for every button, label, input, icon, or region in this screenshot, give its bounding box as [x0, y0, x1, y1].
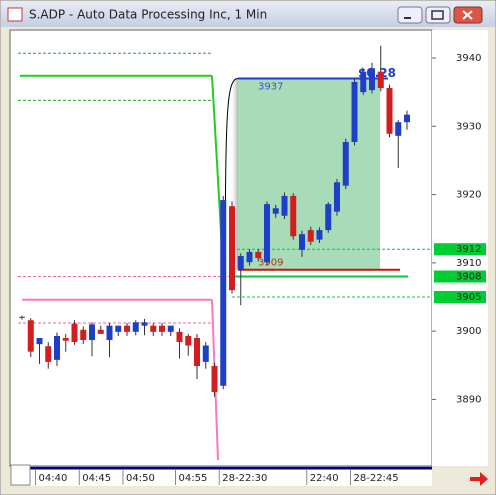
shade [230, 78, 240, 270]
candle-body [159, 325, 165, 332]
candle-body [150, 325, 157, 332]
candle-body [334, 182, 340, 212]
candle-body [369, 68, 375, 91]
candle-body [106, 325, 113, 341]
box-bottom-label: 3909 [258, 258, 283, 269]
x-axis-area [30, 466, 432, 486]
candle-body [132, 322, 139, 332]
candle-body [299, 234, 305, 250]
x-tick-label: 28-22:30 [222, 473, 267, 484]
candle-body [281, 195, 288, 216]
y-tick-label: 3900 [456, 326, 481, 337]
candle-body [290, 195, 297, 237]
box-label: $0.28 [358, 66, 396, 80]
candle-body [36, 337, 43, 345]
x-tick-label: 04:50 [126, 473, 155, 484]
candle-body [316, 230, 323, 240]
candle-body [115, 325, 122, 332]
candle-body [342, 141, 349, 186]
candle-body [237, 256, 244, 270]
candle-body [141, 322, 148, 326]
candle-body [71, 323, 78, 343]
candle-body [307, 230, 314, 242]
y-tick-label: 3890 [456, 394, 481, 405]
candle-body [377, 71, 384, 89]
price-tag [434, 243, 486, 256]
y-tick-label: 3920 [456, 190, 481, 201]
candle-body [19, 316, 25, 318]
candle-body [176, 331, 183, 343]
candle-body [89, 324, 95, 341]
candle-body [229, 206, 235, 291]
price-tag [434, 270, 486, 283]
candle-body [325, 204, 332, 231]
x-tick-label: 04:45 [82, 473, 111, 484]
candle-body [360, 71, 367, 93]
candle-body [272, 208, 279, 214]
candle-body [202, 345, 209, 362]
candle-body [62, 337, 69, 341]
y-tick-label: 3930 [456, 121, 481, 132]
candle-body [386, 88, 393, 134]
candle-body [255, 251, 262, 259]
candle-body [246, 251, 253, 263]
candle-body [194, 337, 200, 366]
y-tick-label: 3940 [456, 53, 481, 64]
x-tick-label: 28-22:45 [354, 473, 399, 484]
x-tick-label: 04:55 [179, 473, 208, 484]
candle-body [185, 335, 192, 346]
candle-body [220, 200, 227, 386]
price-tag-label: 3912 [456, 244, 481, 255]
candle-body [211, 365, 218, 392]
candle-body [404, 114, 410, 123]
candle-body [54, 335, 60, 360]
candle-body [45, 346, 52, 362]
candle-body [395, 122, 402, 136]
candle-body [124, 325, 130, 332]
x-tick-label: 04:40 [39, 473, 68, 484]
price-tag-label: 3908 [456, 272, 481, 283]
window-title: S.ADP - Auto Data Processing Inc, 1 Min [29, 8, 267, 22]
window-buttons[interactable] [397, 6, 483, 24]
app-icon [7, 7, 23, 22]
candle-body [351, 81, 358, 142]
candle-body [80, 329, 87, 341]
box-top-label: 3937 [258, 81, 283, 92]
candle-body [97, 329, 104, 334]
candle-body [27, 320, 34, 352]
price-tag-label: 3905 [456, 292, 481, 303]
corner-box[interactable] [10, 464, 31, 486]
x-tick-label: 22:40 [310, 473, 339, 484]
candle-body [167, 325, 174, 332]
y-tick-label: 3910 [456, 258, 481, 269]
candle-body [264, 204, 270, 263]
chart: 3890 3900 3910 3920 3930 3940 3912 3908 3905 3937… [18, 45, 486, 485]
price-tag [434, 291, 486, 304]
scroll-arrow[interactable] [470, 472, 488, 486]
